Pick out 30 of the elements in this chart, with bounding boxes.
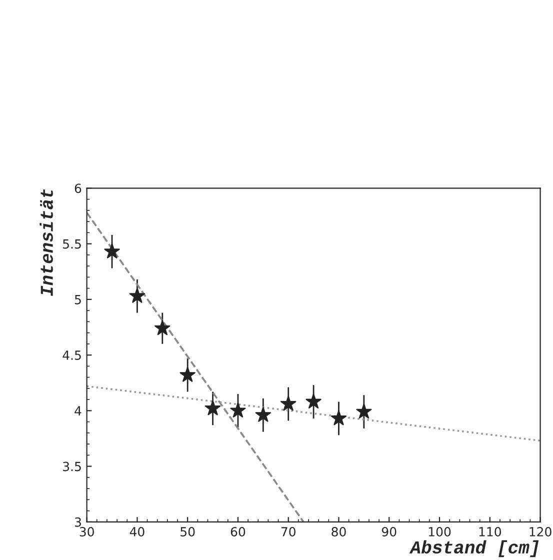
x-tick-label: 120	[530, 527, 552, 536]
y-tick-label: 4	[74, 406, 82, 416]
y-tick-label: 3.5	[63, 462, 81, 472]
x-tick-label: 110	[479, 527, 501, 536]
y-axis-title: Intensität	[40, 189, 53, 296]
x-tick-label: 40	[130, 527, 144, 536]
x-tick-label: 90	[382, 527, 396, 536]
x-axis-title: Abstand [cm]	[409, 540, 539, 558]
point	[129, 288, 146, 303]
y-tick-label: 6	[74, 184, 82, 194]
point	[255, 406, 272, 422]
point	[306, 394, 322, 409]
point	[280, 396, 296, 411]
y-tick-label: 5.5	[63, 239, 81, 249]
point	[356, 404, 372, 419]
x-tick-label: 80	[332, 527, 346, 536]
x-tick-label: 60	[230, 527, 246, 536]
x-tick-label: 70	[281, 527, 296, 536]
point	[180, 366, 196, 382]
point	[104, 243, 120, 258]
x-tick-label: 50	[180, 527, 195, 536]
y-tick-label: 4.5	[62, 350, 81, 360]
x-tick-label: 30	[80, 527, 94, 536]
point	[230, 402, 246, 418]
y-tick-label: 3	[74, 517, 81, 527]
point	[204, 400, 221, 416]
y-tick-label: 5	[74, 295, 81, 304]
x-tick-label: 100	[428, 527, 451, 536]
point	[330, 410, 347, 426]
point	[154, 320, 170, 336]
